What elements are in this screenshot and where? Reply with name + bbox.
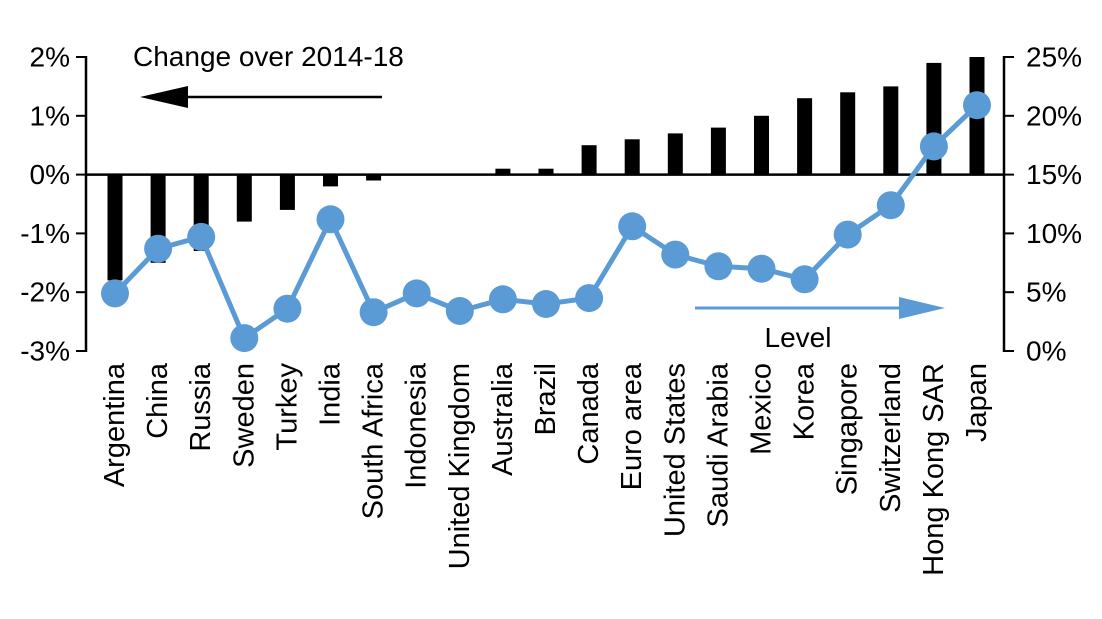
x-axis-label-mexico: Mexico	[746, 363, 778, 455]
level-series-label: Level	[765, 322, 832, 353]
left-axis-tick-label-1: -1%	[20, 218, 70, 249]
left-axis-tick-label-3: -3%	[20, 336, 70, 367]
bar-series-label: Change over 2014-18	[133, 41, 404, 72]
x-axis-label-switzerland: Switzerland	[875, 363, 907, 513]
right-axis-tick-label-5: 5%	[1026, 277, 1066, 308]
level-marker-mexico	[747, 254, 776, 283]
bar-singapore	[840, 92, 856, 175]
bar-sweden	[236, 174, 252, 222]
level-marker-united-states	[661, 240, 690, 269]
level-marker-brazil	[532, 290, 560, 318]
level-marker-united-kingdom	[445, 297, 474, 325]
x-axis-label-indonesia: Indonesia	[401, 362, 433, 489]
bar-australia	[495, 168, 511, 175]
x-axis-label-canada: Canada	[573, 362, 605, 464]
level-marker-japan	[963, 91, 991, 120]
level-marker-indonesia	[402, 279, 431, 308]
x-axis-label-euro-area: Euro area	[616, 362, 648, 490]
bar-korea	[797, 98, 813, 175]
bar-south-africa	[366, 174, 382, 181]
x-axis-label-china: China	[142, 362, 174, 439]
level-marker-singapore	[833, 220, 862, 249]
level-marker-saudi-arabia	[704, 252, 733, 281]
bar-argentina	[107, 174, 123, 281]
left-axis-tick-label-2: -2%	[20, 277, 70, 308]
left-axis-tick-label-1: 1%	[30, 100, 70, 131]
right-arrow-icon	[899, 297, 945, 319]
x-axis-label-turkey: Turkey	[271, 363, 303, 451]
bar-euro-area	[624, 139, 640, 175]
x-axis-label-brazil: Brazil	[530, 363, 562, 436]
left-axis-tick-label-2: 2%	[30, 42, 70, 73]
level-marker-australia	[488, 285, 517, 314]
x-axis-label-korea: Korea	[789, 362, 821, 440]
right-axis-tick-label-10: 10%	[1026, 218, 1082, 249]
level-marker-switzerland	[876, 191, 905, 220]
x-axis-label-hong-kong-sar: Hong Kong SAR	[918, 363, 950, 576]
bar-brazil	[538, 168, 554, 175]
x-axis-label-australia: Australia	[487, 362, 519, 476]
right-axis-tick-label-0: 0%	[1026, 336, 1066, 367]
level-marker-canada	[575, 284, 604, 313]
level-marker-turkey	[273, 294, 302, 323]
left-arrow-icon	[140, 86, 188, 108]
bar-mexico	[754, 115, 769, 175]
right-axis-tick-label-25: 25%	[1026, 42, 1082, 73]
x-axis-label-russia: Russia	[185, 362, 217, 452]
x-axis-label-japan: Japan	[961, 363, 993, 442]
x-axis-label-india: India	[315, 362, 347, 426]
bar-united-states	[667, 133, 683, 175]
x-axis-label-south-africa: South Africa	[358, 362, 390, 519]
bar-saudi-arabia	[710, 127, 726, 175]
bar-canada	[581, 145, 597, 175]
right-axis-tick-label-20: 20%	[1026, 100, 1082, 131]
level-marker-south-africa	[359, 298, 388, 327]
x-axis-label-sweden: Sweden	[228, 363, 260, 468]
level-marker-hong-kong-sar	[919, 132, 948, 161]
level-marker-russia	[187, 222, 216, 251]
x-axis-label-united-states: United States	[659, 363, 691, 537]
level-marker-sweden	[230, 324, 259, 353]
level-marker-euro-area	[618, 212, 647, 241]
level-marker-china	[144, 234, 173, 263]
x-axis-label-united-kingdom: United Kingdom	[444, 363, 476, 569]
right-axis-tick-label-15: 15%	[1026, 159, 1082, 190]
bar-india	[323, 174, 338, 187]
x-axis-label-singapore: Singapore	[832, 363, 864, 495]
x-axis-label-saudi-arabia: Saudi Arabia	[702, 362, 734, 527]
x-axis-label-argentina: Argentina	[99, 362, 131, 487]
level-marker-india	[316, 205, 345, 234]
level-marker-korea	[790, 265, 819, 294]
bar-switzerland	[883, 86, 899, 175]
level-marker-argentina	[101, 279, 129, 308]
left-axis-tick-label-0: 0%	[30, 159, 70, 190]
bar-turkey	[279, 174, 295, 210]
